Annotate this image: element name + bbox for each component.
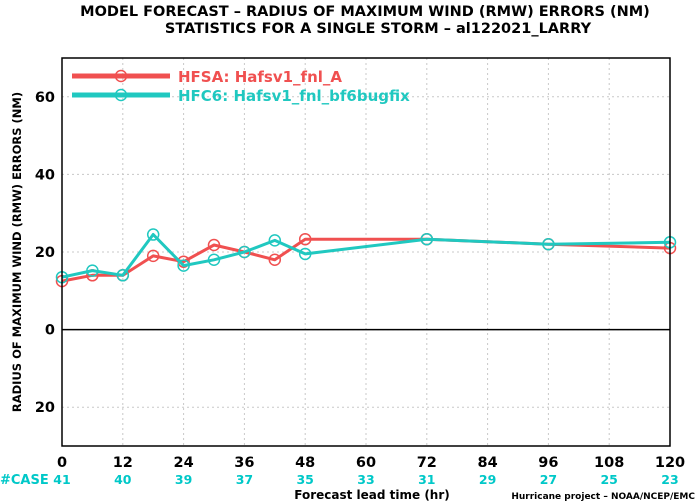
x-tick-label: 108 [594, 455, 624, 471]
case-count: 27 [540, 472, 557, 487]
x-tick-labels: 0 12 24 36 48 60 72 84 96 108 120 [57, 455, 685, 471]
legend-label: HFC6: Hafsv1_fnl_bf6bugfix [178, 87, 410, 105]
y-tick-label: 60 [35, 90, 55, 106]
case-count: 39 [175, 472, 192, 487]
credit-text: Hurricane project – NOAA/NCEP/EMC [511, 492, 695, 502]
case-count: 29 [479, 472, 496, 487]
x-tick-label: 96 [538, 455, 558, 471]
x-tick-label: 120 [655, 455, 685, 471]
series-point-2 [116, 269, 130, 282]
case-count-row: 41 40 39 37 35 33 31 29 27 25 23 [53, 472, 678, 487]
x-tick-label: 36 [234, 455, 254, 471]
legend-swatch-marker [114, 88, 128, 102]
chart-title: MODEL FORECAST – RADIUS OF MAXIMUM WIND … [80, 4, 650, 20]
case-count: 31 [418, 472, 435, 487]
legend-label: HFSA: Hafsv1_fnl_A [178, 68, 342, 86]
y-axis-label: RADIUS OF MAXIMUM WIND (RMW) ERRORS (NM) [10, 92, 24, 412]
plot-frame [61, 57, 671, 447]
chart-subtitle: STATISTICS FOR A SINGLE STORM – al122021… [165, 21, 592, 37]
y-tick-labels: 20 0 20 40 60 [35, 90, 55, 416]
x-tick-label: 24 [174, 455, 194, 471]
x-tick-label: 0 [57, 455, 67, 471]
x-tick-label: 48 [295, 455, 315, 471]
case-count: 33 [357, 472, 374, 487]
case-label: #CASE [0, 473, 49, 488]
case-count: 25 [600, 472, 617, 487]
series-point-2 [86, 264, 99, 277]
series-point-2 [207, 253, 221, 267]
series-point-2 [238, 245, 251, 259]
series-point-1 [268, 253, 282, 267]
series-point-2 [298, 247, 312, 261]
series-point-2 [146, 228, 160, 241]
x-tick-label: 72 [417, 455, 437, 471]
series-layer [55, 228, 677, 288]
case-count: 40 [114, 472, 132, 487]
case-count: 23 [661, 472, 678, 487]
y-tick-label: 20 [35, 245, 55, 261]
y-tick-label: 40 [35, 167, 55, 183]
series-point-2 [268, 234, 282, 247]
case-count: 35 [296, 472, 313, 487]
legend-swatch-marker [114, 69, 128, 83]
case-count: 41 [53, 472, 70, 487]
case-count: 37 [236, 472, 253, 487]
x-tick-label: 60 [356, 455, 376, 471]
x-axis-label: Forecast lead time (hr) [294, 488, 450, 502]
x-tick-label: 84 [478, 455, 498, 471]
series-point-1 [298, 232, 312, 246]
series-point-2 [542, 237, 555, 251]
x-tick-label: 12 [113, 455, 133, 471]
series-point-2 [420, 232, 434, 246]
series-point-1 [146, 249, 160, 263]
series-point-2 [177, 259, 190, 272]
grid-layer [62, 58, 670, 446]
y-tick-label: 20 [35, 400, 55, 416]
series-point-1 [207, 238, 221, 252]
y-tick-label: 0 [45, 323, 55, 339]
